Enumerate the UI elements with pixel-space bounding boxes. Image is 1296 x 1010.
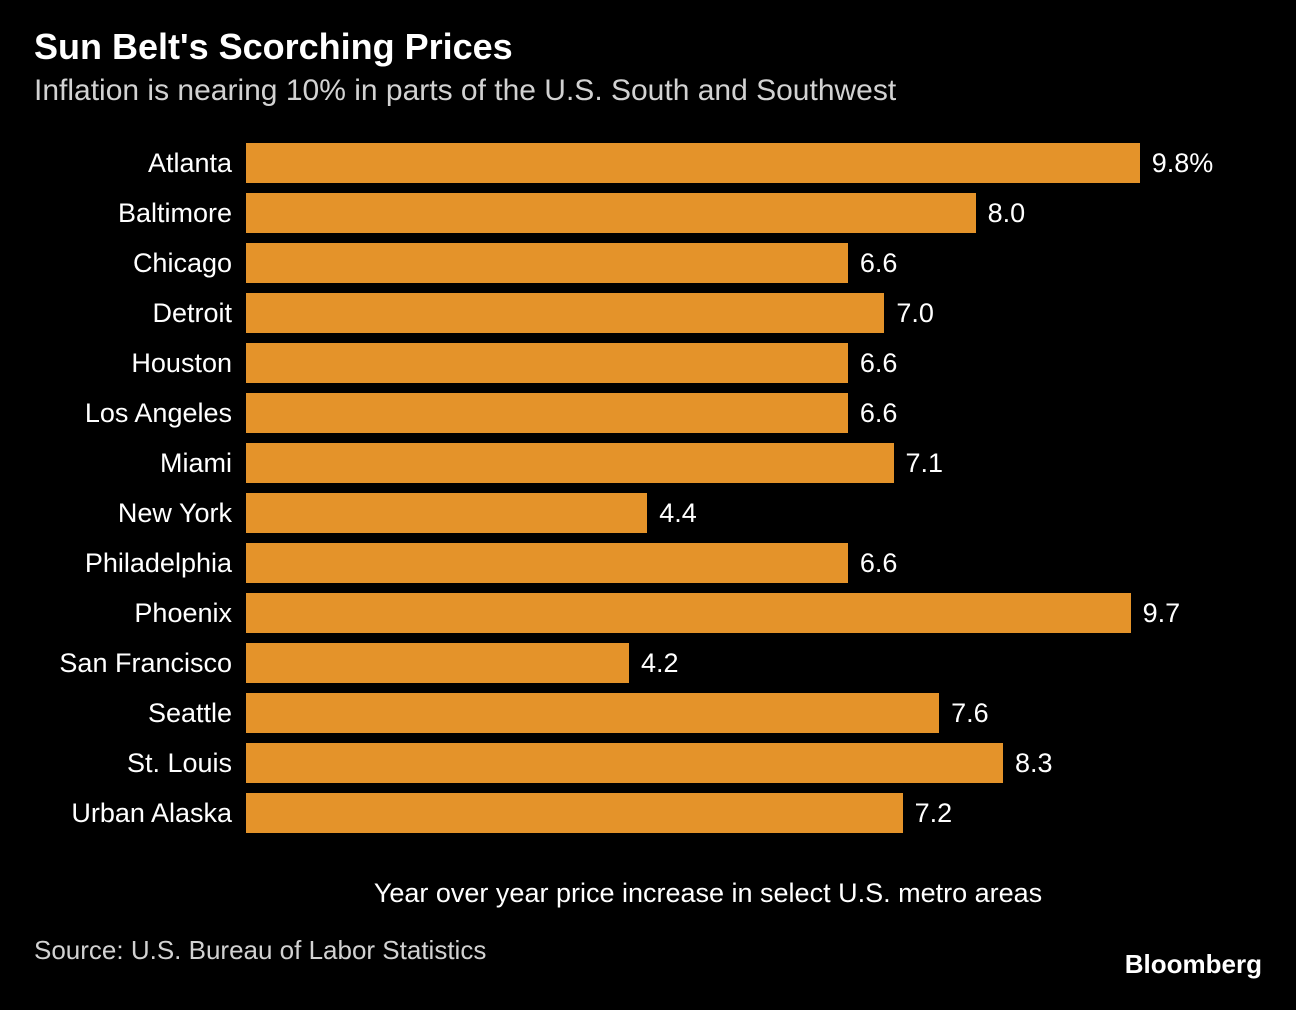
bar-row: Seattle 7.6 [34, 688, 1262, 738]
bar-track: 7.0 [246, 288, 1262, 338]
category-label: Seattle [34, 698, 246, 729]
category-label: Urban Alaska [34, 798, 246, 829]
value-label: 7.1 [906, 448, 944, 479]
value-label: 8.3 [1015, 748, 1053, 779]
bar-row: Detroit 7.0 [34, 288, 1262, 338]
chart-title: Sun Belt's Scorching Prices [34, 26, 1262, 68]
bar [246, 593, 1131, 633]
bar-row: Houston 6.6 [34, 338, 1262, 388]
bar-track: 7.1 [246, 438, 1262, 488]
bar [246, 493, 647, 533]
value-label: 6.6 [860, 548, 898, 579]
bar-track: 4.2 [246, 638, 1262, 688]
bar-track: 6.6 [246, 238, 1262, 288]
bar-row: St. Louis 8.3 [34, 738, 1262, 788]
bar-row: Los Angeles 6.6 [34, 388, 1262, 438]
category-label: Houston [34, 348, 246, 379]
bar-row: Miami 7.1 [34, 438, 1262, 488]
chart-container: Sun Belt's Scorching Prices Inflation is… [0, 0, 1296, 1010]
category-label: Phoenix [34, 598, 246, 629]
bar [246, 243, 848, 283]
value-label: 7.6 [951, 698, 989, 729]
category-label: Los Angeles [34, 398, 246, 429]
bar-row: Chicago 6.6 [34, 238, 1262, 288]
bar-row: New York 4.4 [34, 488, 1262, 538]
bar-track: 6.6 [246, 538, 1262, 588]
bar-track: 9.7 [246, 588, 1262, 638]
bar-track: 6.6 [246, 338, 1262, 388]
bar-row: Phoenix 9.7 [34, 588, 1262, 638]
category-label: Chicago [34, 248, 246, 279]
category-label: New York [34, 498, 246, 529]
category-label: Philadelphia [34, 548, 246, 579]
bar [246, 743, 1003, 783]
value-label: 6.6 [860, 248, 898, 279]
brand-logo: Bloomberg [1125, 949, 1262, 980]
bar-row: Philadelphia 6.6 [34, 538, 1262, 588]
bar [246, 393, 848, 433]
bar [246, 343, 848, 383]
bar [246, 443, 894, 483]
bar [246, 293, 884, 333]
category-label: San Francisco [34, 648, 246, 679]
bar-track: 8.3 [246, 738, 1262, 788]
xaxis-title: Year over year price increase in select … [154, 878, 1262, 909]
value-label: 9.7 [1143, 598, 1181, 629]
category-label: Detroit [34, 298, 246, 329]
value-label: 4.2 [641, 648, 679, 679]
bar [246, 543, 848, 583]
bar [246, 643, 629, 683]
value-label: 9.8% [1152, 148, 1214, 179]
value-label: 8.0 [988, 198, 1026, 229]
bar-row: Baltimore 8.0 [34, 188, 1262, 238]
bar-track: 7.2 [246, 788, 1262, 838]
bar-track: 6.6 [246, 388, 1262, 438]
value-label: 4.4 [659, 498, 697, 529]
bar [246, 193, 976, 233]
bar-row: Atlanta 9.8% [34, 138, 1262, 188]
bar [246, 793, 903, 833]
bar-track: 8.0 [246, 188, 1262, 238]
bar [246, 693, 939, 733]
chart-plot-area: Atlanta 9.8% Baltimore 8.0 Chicago 6.6 Detroit… [34, 138, 1262, 838]
source-text: Source: U.S. Bureau of Labor Statistics [34, 935, 1262, 966]
category-label: St. Louis [34, 748, 246, 779]
category-label: Miami [34, 448, 246, 479]
value-label: 6.6 [860, 398, 898, 429]
value-label: 7.2 [915, 798, 953, 829]
bar-row: Urban Alaska 7.2 [34, 788, 1262, 838]
bar-track: 9.8% [246, 138, 1262, 188]
value-label: 7.0 [896, 298, 934, 329]
value-label: 6.6 [860, 348, 898, 379]
category-label: Baltimore [34, 198, 246, 229]
category-label: Atlanta [34, 148, 246, 179]
bar-track: 4.4 [246, 488, 1262, 538]
chart-subtitle: Inflation is nearing 10% in parts of the… [34, 74, 1262, 108]
bar [246, 143, 1140, 183]
bar-row: San Francisco 4.2 [34, 638, 1262, 688]
bar-track: 7.6 [246, 688, 1262, 738]
